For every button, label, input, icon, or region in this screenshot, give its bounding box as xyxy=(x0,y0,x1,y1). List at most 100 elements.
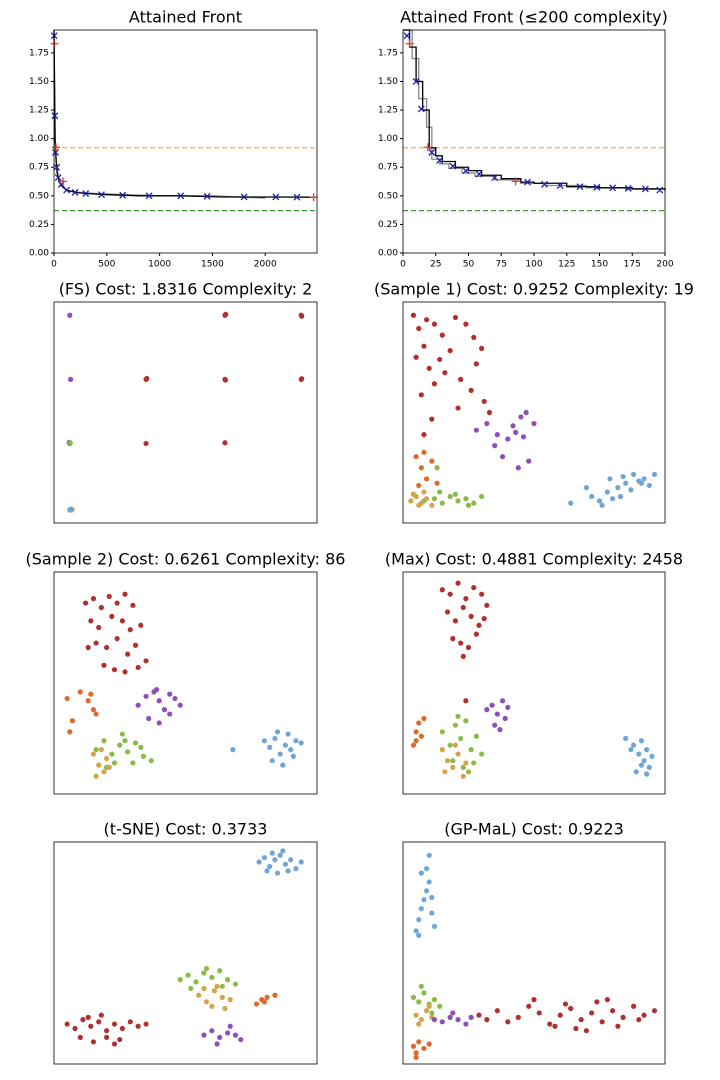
front-marker xyxy=(119,191,127,199)
point xyxy=(455,713,461,719)
point xyxy=(418,392,424,398)
point xyxy=(426,852,432,858)
point xyxy=(442,370,448,376)
point xyxy=(583,485,590,491)
point xyxy=(481,616,487,622)
point xyxy=(217,968,223,974)
point xyxy=(426,365,432,371)
point xyxy=(489,702,495,708)
point xyxy=(132,642,139,648)
point xyxy=(610,496,616,502)
point xyxy=(423,866,430,872)
point xyxy=(452,314,458,321)
point xyxy=(447,591,453,597)
front-marker xyxy=(556,182,564,189)
point xyxy=(203,999,210,1005)
point xyxy=(80,1017,86,1023)
point xyxy=(209,1028,215,1034)
point xyxy=(463,718,469,724)
front-marker xyxy=(609,184,617,192)
point xyxy=(222,1005,228,1012)
panel: (Max) Cost: 0.4881 Complexity: 2458 xyxy=(385,550,683,795)
x-tick-label: 125 xyxy=(558,260,575,270)
point xyxy=(122,591,128,597)
point xyxy=(261,738,267,744)
point xyxy=(106,764,112,770)
point xyxy=(638,762,645,768)
front-marker xyxy=(523,178,531,186)
plot-frame xyxy=(402,571,666,795)
point xyxy=(261,999,267,1005)
point xyxy=(230,747,236,753)
panel: (Sample 2) Cost: 0.6261 Complexity: 86 xyxy=(26,550,346,795)
point xyxy=(90,707,97,713)
point xyxy=(633,769,639,775)
point xyxy=(434,465,440,471)
point xyxy=(274,870,281,876)
point xyxy=(167,691,173,697)
point xyxy=(644,771,650,777)
point xyxy=(484,420,490,427)
point xyxy=(573,1025,579,1032)
point xyxy=(413,1012,419,1018)
point xyxy=(85,698,91,704)
point xyxy=(67,440,73,446)
front-marker xyxy=(624,184,632,192)
front-marker xyxy=(51,112,59,120)
y-tick-label: 1.25 xyxy=(378,106,398,116)
point xyxy=(117,742,123,748)
panel-title: (t-SNE) Cost: 0.3733 xyxy=(104,820,268,839)
point xyxy=(299,313,305,319)
point xyxy=(93,640,99,646)
x-tick-label: 175 xyxy=(624,260,641,270)
point xyxy=(219,983,225,989)
point xyxy=(465,644,472,651)
point xyxy=(416,999,422,1005)
y-tick-label: 0.50 xyxy=(378,191,398,201)
point xyxy=(153,687,160,693)
point xyxy=(127,627,133,633)
point xyxy=(468,387,474,393)
point xyxy=(523,409,529,416)
y-tick-label: 0.75 xyxy=(378,163,398,173)
point xyxy=(583,1028,590,1034)
x-tick-label: 150 xyxy=(591,260,608,270)
point xyxy=(143,1021,149,1027)
point xyxy=(96,762,102,768)
point xyxy=(211,988,218,994)
point xyxy=(452,491,458,497)
point xyxy=(125,651,131,657)
point xyxy=(649,753,655,759)
y-tick-label: 1.50 xyxy=(378,77,398,87)
front-marker xyxy=(54,174,62,181)
point xyxy=(429,458,435,464)
plot-frame xyxy=(402,841,666,1065)
x-tick-label: 25 xyxy=(430,260,441,270)
point xyxy=(177,702,183,708)
point xyxy=(513,429,519,435)
point xyxy=(481,398,487,405)
front-line xyxy=(53,29,266,199)
point xyxy=(410,994,417,1001)
point xyxy=(177,977,183,983)
point xyxy=(416,1039,422,1045)
front-marker xyxy=(52,143,61,152)
point xyxy=(67,729,73,735)
point xyxy=(135,702,141,708)
point xyxy=(418,906,424,912)
panel: (Sample 1) Cost: 0.9252 Complexity: 19 xyxy=(374,280,694,524)
point xyxy=(64,695,70,702)
point xyxy=(277,852,283,858)
point xyxy=(458,735,464,742)
point xyxy=(224,977,231,983)
point xyxy=(138,744,144,750)
point xyxy=(429,894,435,901)
point xyxy=(497,727,503,733)
point xyxy=(473,427,479,433)
point xyxy=(505,436,511,442)
point xyxy=(455,580,461,586)
point xyxy=(98,604,104,611)
panel-title: (Sample 2) Cost: 0.6261 Complexity: 86 xyxy=(26,550,346,569)
point xyxy=(651,471,658,477)
point xyxy=(201,985,207,992)
